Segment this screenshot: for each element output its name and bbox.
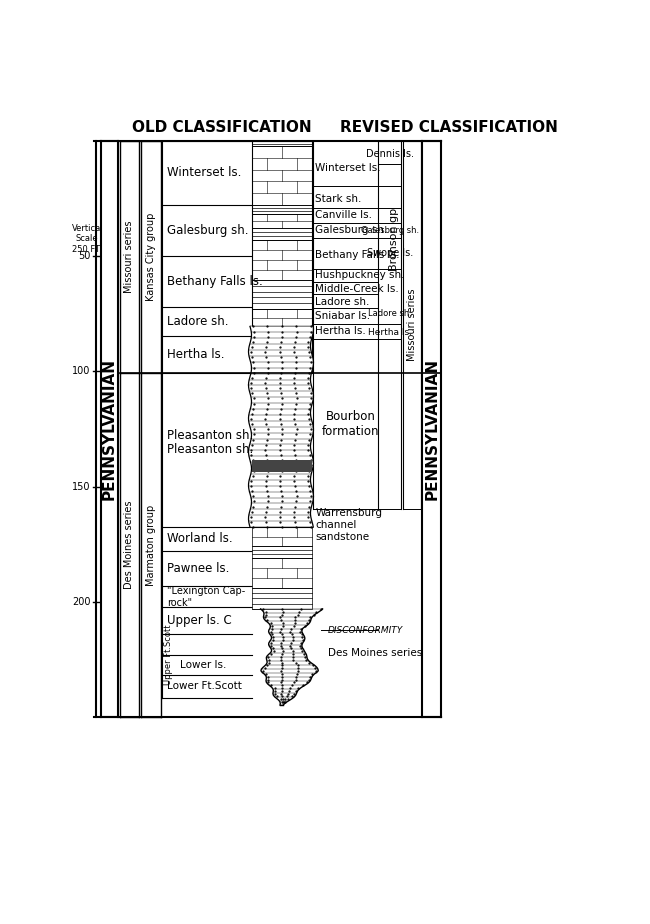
Text: Bethany Falls ls.: Bethany Falls ls. [168, 275, 263, 288]
Text: "Lexington Cap-
rock": "Lexington Cap- rock" [168, 586, 246, 608]
Text: Pleasanton sh.: Pleasanton sh. [168, 444, 254, 456]
Bar [252, 558, 312, 588]
Text: REVISED CLASSIFICATION: REVISED CLASSIFICATION [340, 120, 558, 135]
Bar [252, 146, 312, 205]
Text: Hushpuckney sh.: Hushpuckney sh. [315, 270, 405, 280]
Text: Hertha ls.: Hertha ls. [168, 347, 225, 360]
Text: Missouri series: Missouri series [407, 289, 417, 361]
Text: Upper ls. C: Upper ls. C [168, 614, 232, 627]
Bar [252, 214, 312, 228]
Bar [252, 228, 312, 240]
Bar [252, 588, 312, 609]
Text: 150: 150 [72, 481, 90, 492]
Text: Galesburg sh.: Galesburg sh. [361, 225, 419, 235]
Bar [252, 280, 312, 309]
Polygon shape [248, 326, 313, 527]
Text: Lower Ft.Scott: Lower Ft.Scott [168, 682, 242, 691]
Text: Hertha ls.: Hertha ls. [315, 326, 366, 336]
Bar [252, 205, 312, 214]
Text: Canville ls.: Canville ls. [315, 211, 372, 221]
Text: Marmaton group: Marmaton group [146, 505, 156, 586]
Text: 100: 100 [72, 366, 90, 376]
Text: Warrensburg
channel
sandstone: Warrensburg channel sandstone [315, 508, 382, 541]
Bar [252, 309, 312, 326]
Text: Hertha ls.: Hertha ls. [368, 328, 412, 337]
Text: Ladore sh.: Ladore sh. [315, 297, 370, 307]
Text: OLD CLASSIFICATION: OLD CLASSIFICATION [133, 120, 312, 135]
Text: Des Moines series: Des Moines series [124, 501, 135, 590]
Text: Bourbon
formation: Bourbon formation [322, 410, 380, 438]
Text: Vertical
Scale
250 FT.: Vertical Scale 250 FT. [72, 224, 103, 254]
Text: Dennis ls.: Dennis ls. [366, 149, 414, 159]
Text: Ladore sh.: Ladore sh. [368, 310, 411, 318]
Text: Worland ls.: Worland ls. [168, 532, 233, 545]
Text: Bronson gp: Bronson gp [389, 208, 399, 272]
Text: PENNSYLVANIAN: PENNSYLVANIAN [424, 358, 439, 500]
Text: Middle-Creek ls.: Middle-Creek ls. [315, 284, 399, 294]
Text: Winterset ls.: Winterset ls. [315, 163, 381, 173]
Text: Des Moines series: Des Moines series [328, 648, 422, 658]
Text: Galesburg sh.: Galesburg sh. [168, 224, 249, 237]
Bar [252, 546, 312, 558]
Text: 200: 200 [72, 597, 90, 607]
Text: Pleasanton sh.: Pleasanton sh. [168, 429, 254, 443]
Text: Bethany Falls ls.: Bethany Falls ls. [315, 250, 400, 261]
Text: Stark sh.: Stark sh. [315, 194, 362, 204]
Text: Upper Ft.Scott: Upper Ft.Scott [164, 625, 173, 685]
Bar [252, 140, 312, 147]
Text: Galesburg sh.: Galesburg sh. [315, 225, 388, 235]
Text: PENNSYLVANIAN: PENNSYLVANIAN [101, 358, 116, 500]
Bar [252, 527, 312, 546]
Text: Kansas City group: Kansas City group [146, 213, 156, 301]
Text: 50: 50 [78, 251, 90, 261]
Text: Missouri series: Missouri series [124, 221, 135, 293]
Text: Ladore sh.: Ladore sh. [168, 315, 229, 328]
Text: Pawnee ls.: Pawnee ls. [168, 562, 229, 575]
Text: Winterset ls.: Winterset ls. [168, 166, 242, 179]
Bar [252, 240, 312, 280]
Text: Swope ls.: Swope ls. [367, 249, 413, 258]
Text: Lower ls.: Lower ls. [180, 660, 226, 670]
Text: DISCONFORMITY: DISCONFORMITY [328, 626, 404, 635]
Bar [252, 459, 312, 472]
Polygon shape [261, 609, 322, 705]
Text: Sniabar ls.: Sniabar ls. [315, 310, 370, 321]
